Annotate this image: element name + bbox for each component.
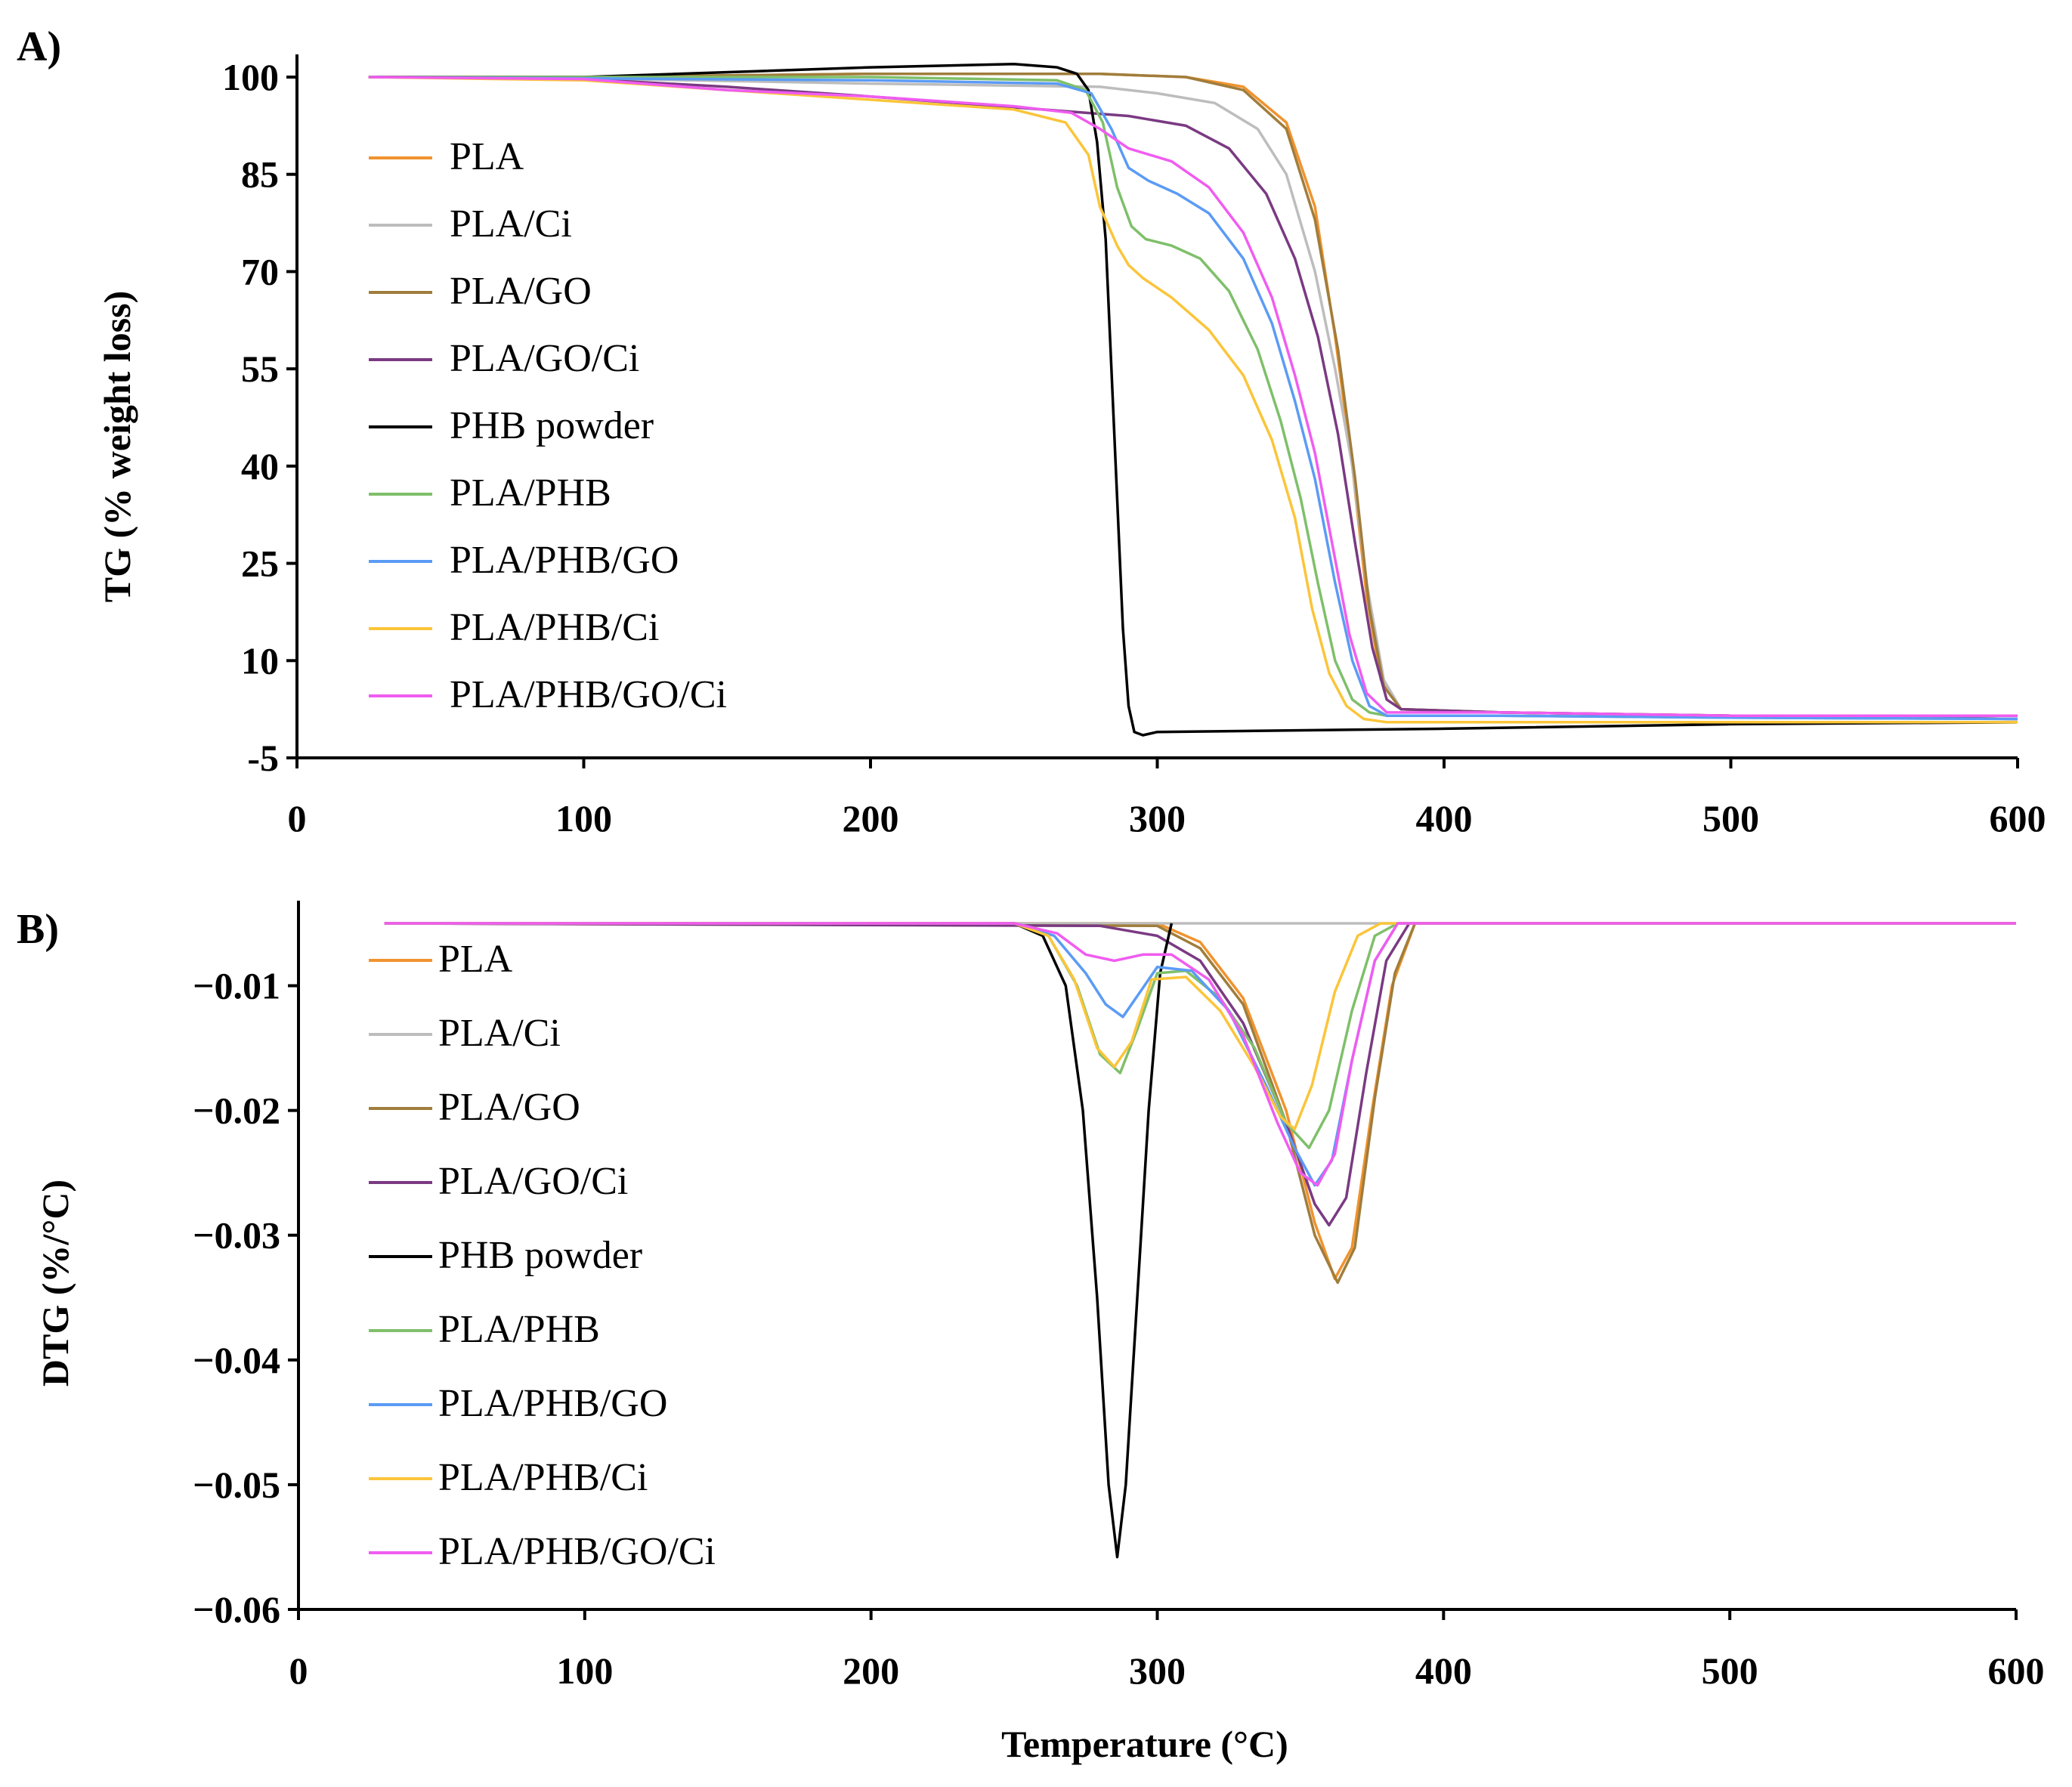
panel-a-label: A) (17, 23, 61, 70)
y-tick-label: −0.06 (193, 1588, 280, 1631)
x-tick-label: 600 (1988, 1649, 2045, 1692)
legend-label-pla-phb-go: PLA/PHB/GO (450, 539, 679, 582)
x-tick-label: 500 (1702, 1649, 1758, 1692)
y-tick-label: 25 (241, 543, 279, 585)
legend-label-pla-go-ci: PLA/GO/Ci (438, 1160, 628, 1203)
y-tick-label: −0.02 (193, 1090, 280, 1132)
series-line-pla-go (384, 922, 2016, 1285)
x-tick-label: 600 (1990, 797, 2046, 839)
legend-label-pla-phb: PLA/PHB (438, 1308, 600, 1351)
y-tick-label: 70 (241, 250, 279, 292)
y-tick-label: −0.04 (193, 1339, 280, 1381)
y-tick-label: −0.03 (193, 1214, 280, 1257)
x-tick-label: 200 (843, 1649, 899, 1692)
x-tick-label: 400 (1416, 797, 1473, 839)
panel-b-y-axis-label: DTG (%/°C) (34, 1179, 76, 1387)
y-tick-label: 10 (241, 639, 279, 682)
panel-b-label: B) (17, 906, 59, 953)
series-line-phb-powder (384, 922, 1174, 1559)
legend-label-pla-phb: PLA/PHB (450, 471, 611, 515)
legend-label-pla-go-ci: PLA/GO/Ci (450, 337, 639, 380)
y-tick-label: 55 (241, 348, 279, 390)
y-tick-label: −0.01 (193, 965, 280, 1007)
y-tick-label: -5 (247, 737, 279, 779)
x-tick-label: 300 (1129, 797, 1186, 839)
legend-label-pla: PLA (438, 938, 513, 981)
legend-label-pla-ci: PLA/Ci (438, 1012, 561, 1055)
panel-a-y-axis-label: TG (% weight loss) (96, 291, 138, 603)
x-axis-label: Temperature (°C) (1001, 1723, 1288, 1765)
panel-a-series (368, 63, 2018, 737)
series-line-pla-phb-ci (368, 76, 2018, 724)
legend-label-pla-phb-go-ci: PLA/PHB/GO/Ci (450, 673, 727, 716)
x-tick-label: 100 (555, 797, 612, 839)
legend-label-phb-powder: PHB powder (438, 1234, 642, 1277)
series-line-pla (384, 922, 2016, 1281)
x-tick-label: 0 (288, 797, 307, 839)
y-tick-label: 40 (241, 445, 279, 487)
x-tick-label: 400 (1415, 1649, 1472, 1692)
panel-b-dtg-chart: B) DTG (%/°C) 0 100 200 300 400 500 600 −0.01 −0… (17, 901, 2045, 1765)
x-tick-label: 500 (1702, 797, 1759, 839)
x-tick-label: 0 (289, 1649, 308, 1692)
y-tick-label: 100 (222, 56, 279, 98)
y-tick-label: 85 (241, 153, 279, 196)
legend-label-phb-powder: PHB powder (450, 404, 654, 447)
legend-label-pla-go: PLA/GO (438, 1086, 580, 1129)
legend-label-pla-ci: PLA/Ci (450, 203, 572, 246)
panel-b-axes: 0 100 200 300 400 500 600 −0.01 −0.02 −0.03 −0.04 −… (193, 901, 2045, 1692)
series-line-phb-powder (368, 63, 2018, 737)
x-tick-label: 100 (556, 1649, 613, 1692)
series-line-pla-phb (368, 76, 2018, 721)
panel-a-tg-chart: A) TG (% weight loss) 0 100 200 300 400 500 60… (17, 23, 2046, 839)
series-line-pla-phb-go-ci (384, 922, 2016, 1187)
legend-label-pla-phb-ci: PLA/PHB/Ci (450, 606, 659, 649)
x-tick-label: 300 (1129, 1649, 1186, 1692)
series-line-pla-phb-ci (384, 922, 2016, 1131)
legend-label-pla: PLA (450, 135, 524, 178)
series-line-pla-phb-go (368, 76, 2018, 721)
series-line-pla-phb-go-ci (368, 76, 2018, 717)
legend-label-pla-phb-ci: PLA/PHB/Ci (438, 1456, 648, 1499)
panel-b-series (384, 922, 2016, 1559)
series-line-pla-phb (384, 922, 2016, 1149)
x-tick-label: 200 (843, 797, 899, 839)
panel-a-axes: 0 100 200 300 400 500 600 100 85 70 55 40 25 10 -5 (222, 54, 2046, 839)
panel-a-legend: PLA PLA/Ci PLA/GO PLA/GO/Ci PHB powder PLA/PH… (369, 135, 727, 716)
legend-label-pla-phb-go: PLA/PHB/GO (438, 1382, 667, 1425)
legend-label-pla-phb-go-ci: PLA/PHB/GO/Ci (438, 1530, 716, 1573)
panel-b-legend: PLA PLA/Ci PLA/GO PLA/GO/Ci PHB powder PLA/PH… (369, 938, 716, 1573)
series-line-pla-go-ci (384, 922, 2016, 1227)
legend-label-pla-go: PLA/GO (450, 270, 592, 313)
y-tick-label: −0.05 (193, 1464, 280, 1506)
